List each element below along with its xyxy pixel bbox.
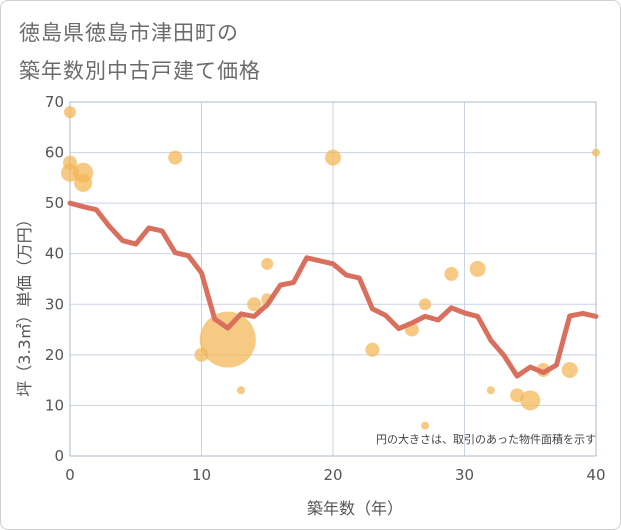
x-tick-label: 30 — [455, 466, 474, 484]
bubble — [168, 150, 183, 165]
chart-title-line1: 徳島県徳島市津田町の — [19, 21, 239, 45]
bubble — [421, 421, 430, 430]
bubble — [194, 347, 209, 362]
bubble — [592, 148, 600, 157]
y-tick-label: 30 — [45, 295, 64, 313]
x-tick-label: 0 — [65, 466, 75, 484]
bubble — [365, 342, 380, 357]
bubble — [486, 386, 495, 395]
y-tick-label: 70 — [45, 93, 64, 111]
bubble — [261, 257, 274, 270]
y-tick-label: 0 — [54, 447, 64, 465]
x-tick-label: 20 — [323, 466, 342, 484]
bubble — [325, 149, 341, 166]
chart-title-line2: 築年数別中古戸建て価格 — [19, 59, 261, 83]
y-tick-label: 10 — [45, 396, 64, 414]
bubble — [236, 386, 245, 395]
bubble — [520, 390, 541, 411]
bubble — [199, 311, 256, 368]
bubble — [444, 266, 459, 281]
trend-line — [67, 200, 599, 379]
bubble — [74, 173, 93, 192]
bubble — [419, 298, 432, 311]
x-tick-label: 10 — [192, 466, 211, 484]
tick-labels: 0 10 20 30 40 50 60 70 0 10 20 30 40 — [45, 93, 606, 484]
x-axis-title: 築年数（年） — [307, 499, 403, 518]
y-tick-label: 50 — [45, 194, 64, 212]
bubbles — [61, 106, 600, 430]
grid — [69, 101, 597, 457]
bubble — [469, 260, 486, 277]
y-tick-label: 40 — [45, 245, 64, 263]
bubble-size-note: 円の大きさは、取引のあった物件面積を示す — [376, 432, 596, 446]
y-tick-label: 20 — [45, 346, 64, 364]
bubble — [64, 106, 76, 119]
bubble — [561, 362, 578, 379]
x-tick-label: 40 — [586, 466, 605, 484]
plot-border — [69, 101, 597, 457]
y-tick-label: 60 — [45, 144, 64, 162]
y-axis-title: 坪（3.3㎡）単価（万円） — [15, 211, 34, 396]
bubble — [247, 297, 262, 312]
